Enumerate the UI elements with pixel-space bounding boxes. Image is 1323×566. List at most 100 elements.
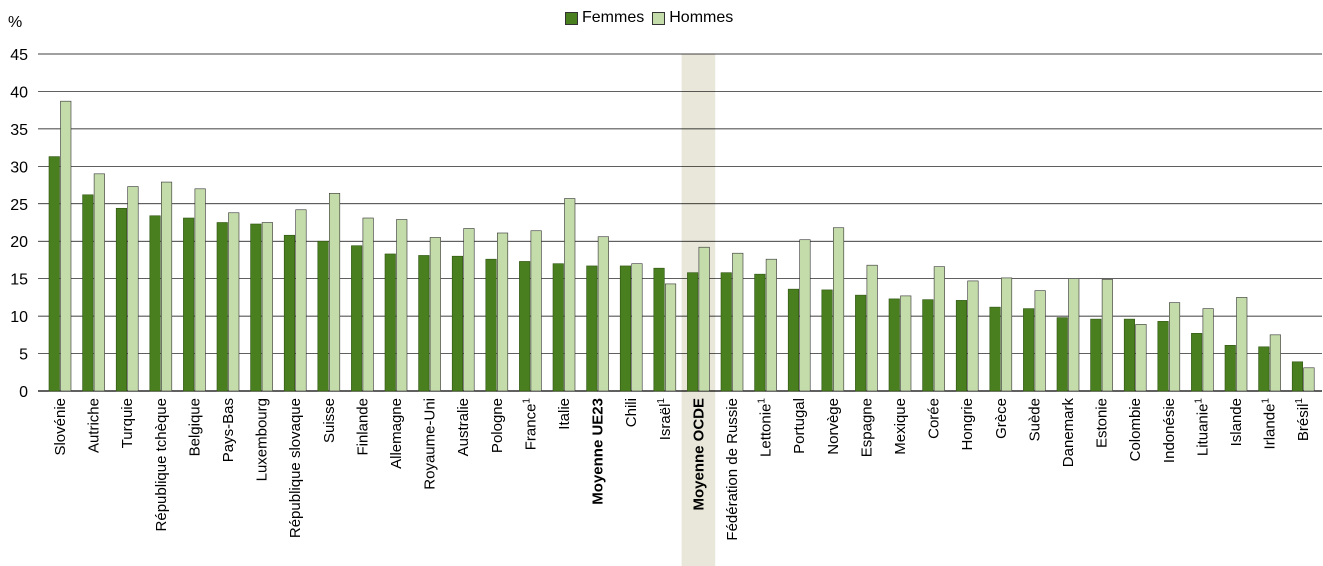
bar-hommes [698,246,710,392]
bar-hommes [933,266,945,392]
y-tick-label: 35 [10,122,28,139]
x-tick-label: Allemagne [388,398,405,469]
bars [48,100,1315,392]
y-tick-label: 25 [10,197,28,214]
bar-femmes [149,215,161,392]
bar-femmes [687,272,699,392]
bar-femmes [48,156,60,392]
bar-femmes [451,255,464,392]
bar-hommes [900,295,912,392]
bar-hommes [1269,334,1281,392]
bar-hommes [1303,367,1315,392]
bar-hommes [127,186,139,392]
bar-femmes [1224,345,1236,392]
bar-hommes [161,181,173,392]
bar-femmes [619,265,632,392]
x-tick-label: République slovaque [287,398,304,538]
legend-swatch-hommes [652,11,666,25]
y-axis-ticks: 0 5 10 15 20 25 30 35 40 45 [10,47,28,401]
y-tick-label: 5 [19,347,28,364]
x-tick-label: Suisse [321,398,338,443]
y-tick-label: 15 [10,272,28,289]
x-tick-label: Luxembourg [254,398,271,481]
x-tick-label: Finlande [354,398,371,456]
bar-hommes [664,283,677,392]
bar-femmes [922,299,934,392]
bar-femmes [720,272,732,392]
x-tick-label: Royaume-Uni [422,398,439,490]
x-tick-label: Islande [1228,398,1245,446]
bar-femmes [418,255,430,392]
bar-femmes [989,306,1001,392]
bar-femmes [250,223,262,392]
bar-hommes [228,212,240,392]
bar-femmes [1090,318,1102,392]
x-tick-label: Belgique [186,398,203,456]
bar-femmes [183,217,195,392]
x-tick-label: Indonésie [1161,398,1178,463]
y-tick-label: 40 [10,84,28,101]
x-tick-label: Moyenne UE23 [590,398,607,505]
x-tick-label: Turquie [119,398,136,448]
y-tick-label: 20 [10,234,28,251]
bar-hommes [1135,324,1147,392]
bar-hommes [60,100,72,392]
y-axis-unit-label: % [8,14,23,31]
legend-item-hommes: Hommes [652,9,733,27]
bar-femmes [384,253,396,392]
bar-hommes [765,258,777,392]
x-tick-label: Chili [623,398,640,427]
bar-femmes [351,245,363,392]
bar-femmes [855,294,867,392]
bar-femmes [82,194,94,392]
bar-femmes [1191,333,1203,392]
bar-femmes [955,300,968,392]
x-tick-label: Suède [1026,398,1043,441]
x-tick-label: Norvège [825,398,842,455]
bar-hommes [1000,277,1013,392]
bar-hommes [631,263,643,392]
bar-femmes [552,263,564,392]
x-tick-label: Lituanie1 [1193,398,1211,457]
bar-hommes [1202,308,1214,392]
x-tick-label: Australie [455,398,472,456]
bar-femmes [283,234,296,392]
bar-hommes [328,192,341,392]
bar-hommes [261,222,273,392]
chart-legend: Femmes Hommes [565,9,741,27]
x-tick-label: Irlande1 [1261,398,1279,450]
bar-femmes [1258,346,1270,392]
bar-femmes [787,288,800,392]
bar-hommes [832,227,845,392]
bar-hommes [194,188,206,392]
bar-femmes [653,267,665,392]
x-tick-label: Brésil1 [1294,398,1312,442]
bar-hommes [1236,297,1248,392]
bar-hommes [496,232,509,392]
bar-hommes [463,228,475,392]
x-tick-label: Hongrie [959,398,976,451]
bar-hommes [1169,302,1181,392]
bar-femmes [888,298,900,392]
bar-femmes [216,222,228,392]
x-tick-label: Slovénie [52,398,69,456]
x-axis-labels: Slovénie Autriche Turquie République tchèqu… [52,398,1312,541]
legend-label-hommes: Hommes [669,9,734,26]
bar-femmes [519,261,531,392]
y-tick-label: 0 [19,384,28,401]
x-tick-label: Estonie [1094,398,1111,448]
bar-hommes [967,280,979,392]
bar-femmes [1023,308,1035,392]
bar-hommes [93,173,105,392]
x-tick-label: Israël1 [656,398,674,441]
bar-hommes [396,219,408,392]
bar-femmes [317,240,329,392]
bar-femmes [586,265,598,392]
bar-femmes [754,273,766,392]
x-tick-label: Danemark [1060,398,1077,468]
bar-hommes [1034,290,1046,392]
bar-hommes [429,237,441,392]
bar-femmes [821,289,833,392]
x-tick-label: République tchèque [153,398,170,531]
